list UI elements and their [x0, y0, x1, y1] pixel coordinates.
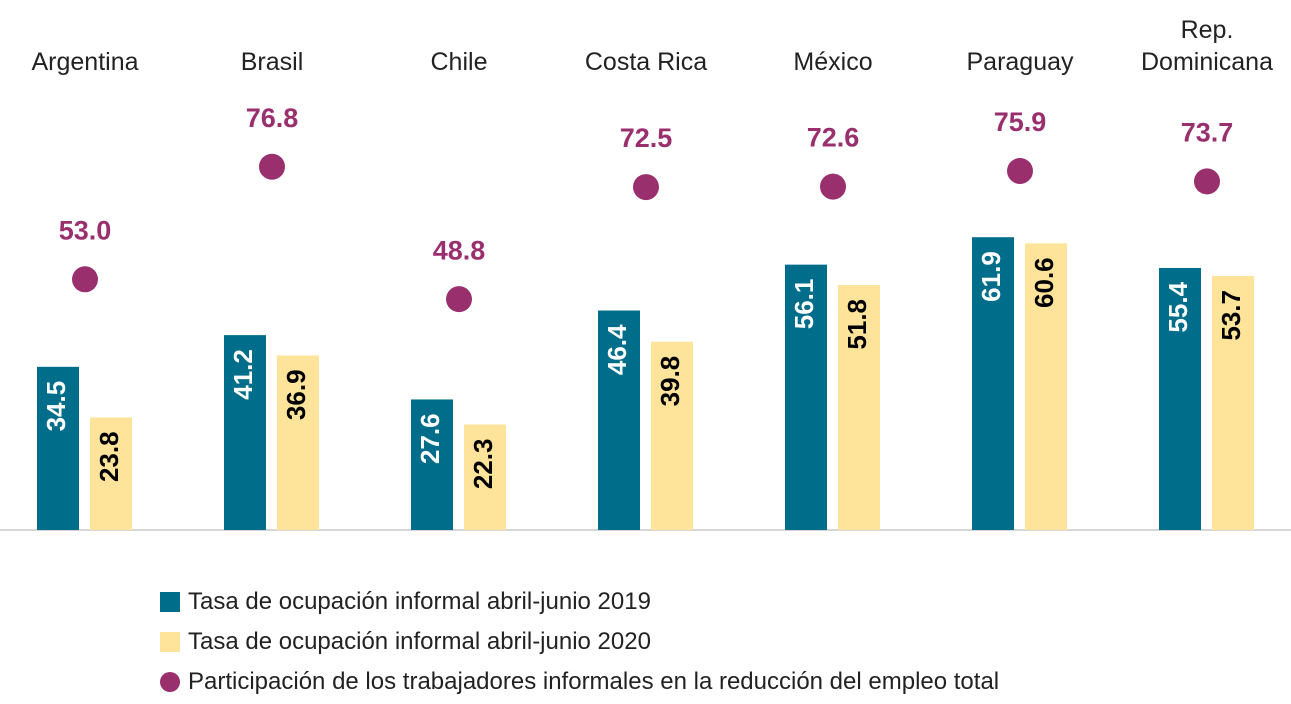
- dot: [1194, 168, 1220, 195]
- bar: [1212, 275, 1254, 530]
- bar: [1025, 243, 1067, 530]
- bar: [785, 264, 827, 530]
- data-label: 53.7: [1216, 290, 1246, 341]
- legend-swatch: [160, 632, 180, 652]
- data-label: 61.9: [976, 251, 1006, 302]
- data-label: 23.8: [94, 431, 124, 482]
- dot: [259, 153, 285, 180]
- data-label: 55.4: [1163, 281, 1193, 332]
- data-label: 73.7: [1181, 118, 1234, 148]
- legend-label: Tasa de ocupación informal abril-junio 2…: [188, 628, 651, 655]
- legend-swatch: [160, 592, 180, 612]
- bar: [838, 284, 880, 530]
- x-tick-label-text: Paraguay: [966, 48, 1074, 76]
- data-label: 36.9: [281, 369, 311, 420]
- legend-label: Participación de los trabajadores inform…: [188, 668, 1000, 695]
- x-tick-label: México: [758, 0, 908, 78]
- legend-swatch: [160, 672, 180, 692]
- dot: [72, 266, 98, 293]
- data-label: 51.8: [842, 299, 872, 350]
- x-tick-label-text: Brasil: [240, 48, 304, 76]
- x-tick-label-text: Argentina: [31, 48, 139, 76]
- x-tick-label: Paraguay: [945, 0, 1095, 78]
- x-tick-label: Chile: [384, 0, 534, 78]
- data-label: 72.6: [807, 123, 860, 153]
- data-label: 41.2: [228, 349, 258, 400]
- bar: [90, 417, 132, 530]
- bar: [464, 424, 506, 530]
- bar: [598, 310, 640, 530]
- bar: [411, 399, 453, 530]
- dot: [820, 173, 846, 200]
- data-label: 39.8: [655, 356, 685, 407]
- bar: [972, 237, 1014, 530]
- legend-label: Tasa de ocupación informal abril-junio 2…: [188, 588, 651, 615]
- bar: [224, 335, 266, 530]
- x-tick-label: Argentina: [10, 0, 160, 78]
- x-tick-label-text: Costa Rica: [584, 48, 708, 76]
- x-tick-label-text: Chile: [430, 48, 488, 76]
- x-tick-label: Costa Rica: [571, 0, 721, 78]
- data-label: 27.6: [415, 413, 445, 464]
- data-label: 53.0: [59, 215, 112, 245]
- x-tick-label: Brasil: [197, 0, 347, 78]
- bar: [1159, 267, 1201, 530]
- data-label: 34.5: [41, 381, 71, 432]
- legend-item: Tasa de ocupación informal abril-junio 2…: [160, 588, 651, 616]
- data-label: 56.1: [789, 279, 819, 330]
- legend-item: Tasa de ocupación informal abril-junio 2…: [160, 628, 651, 656]
- data-label: 75.9: [994, 107, 1047, 137]
- data-label: 22.3: [468, 439, 498, 490]
- dot: [446, 286, 472, 313]
- bar: [651, 341, 693, 530]
- dot: [633, 174, 659, 201]
- x-tick-label-text: México: [793, 48, 873, 76]
- data-label: 76.8: [246, 103, 299, 133]
- x-tick-label-text: Rep. Dominicana: [1140, 16, 1273, 76]
- data-label: 72.5: [620, 123, 673, 153]
- x-tick-label: Rep. Dominicana: [1132, 0, 1282, 78]
- dot: [1007, 157, 1033, 184]
- data-label: 46.4: [602, 324, 632, 375]
- data-label: 60.6: [1029, 257, 1059, 308]
- bar: [277, 355, 319, 530]
- data-label: 48.8: [433, 235, 486, 265]
- legend-item: Participación de los trabajadores inform…: [160, 668, 999, 696]
- bar: [37, 366, 79, 530]
